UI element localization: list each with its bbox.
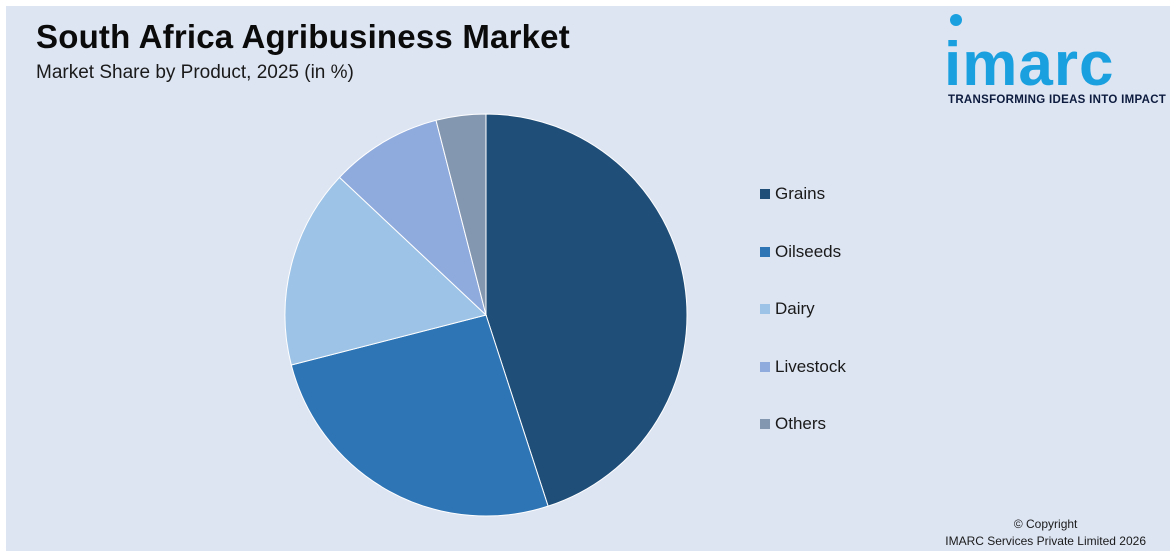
pie-slice-livestock: [338, 119, 487, 317]
copyright-line-2: IMARC Services Private Limited 2026: [945, 534, 1146, 548]
chart-subtitle: Market Share by Product, 2025 (in %): [36, 62, 354, 83]
copyright-line-1: © Copyright: [1013, 517, 1078, 531]
imarc-logo: imarc TRANSFORMING IDEAS INTO IMPACT: [944, 12, 1174, 112]
legend-label: Dairy: [775, 299, 815, 318]
legend-item-grains: Grains: [760, 182, 846, 206]
pie-slice-grains: [485, 113, 688, 507]
legend-swatch: [760, 361, 770, 372]
copyright-notice: © Copyright IMARC Services Private Limit…: [945, 516, 1146, 550]
legend-item-dairy: Dairy: [760, 297, 846, 321]
pie-slice-dairy: [284, 176, 488, 366]
legend-label: Livestock: [775, 356, 846, 376]
legend-label: Others: [775, 414, 827, 433]
logo-tagline: TRANSFORMING IDEAS INTO IMPACT: [948, 94, 1167, 106]
legend-item-livestock: Livestock: [760, 355, 846, 379]
logo-dot-icon: [950, 14, 962, 26]
legend-swatch: [760, 304, 770, 314]
chart-legend: Grains Oilseeds Dairy Livestock Others: [760, 182, 846, 470]
legend-swatch: [760, 189, 770, 199]
pie-slice-oilseeds: [290, 314, 549, 517]
chart-title: South Africa Agribusiness Market: [36, 18, 570, 55]
pie-slice-others: [435, 113, 487, 316]
logo-wordmark: imarc: [944, 30, 1115, 99]
legend-swatch: [760, 246, 770, 257]
legend-swatch: [760, 419, 770, 429]
legend-item-oilseeds: Oilseeds: [760, 240, 846, 264]
legend-label: Grains: [775, 184, 826, 203]
legend-item-others: Others: [760, 412, 846, 436]
legend-label: Oilseeds: [775, 241, 842, 261]
